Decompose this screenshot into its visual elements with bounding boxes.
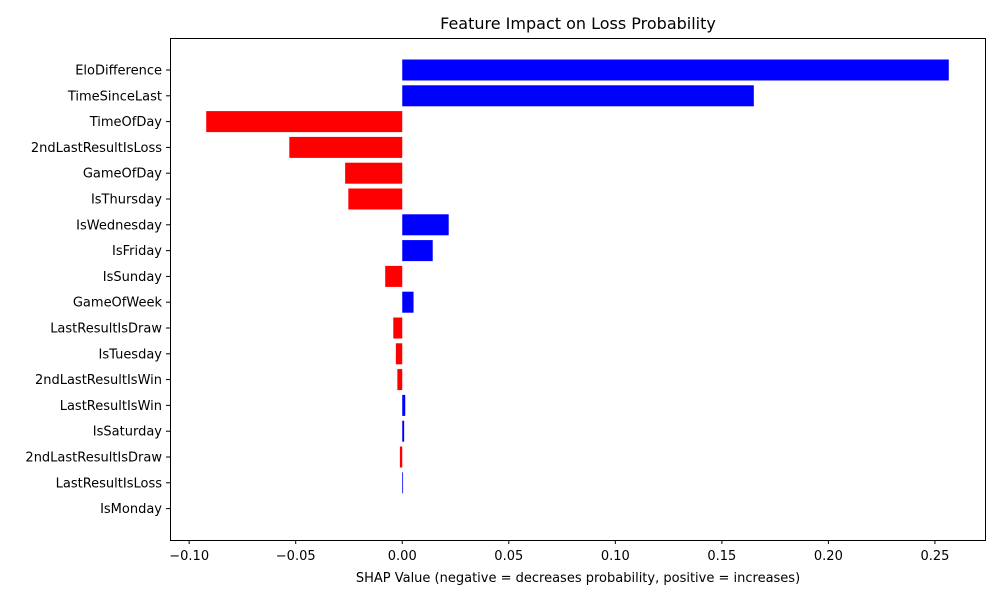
y-tick-label: LastResultIsWin [60,399,162,414]
bar-IsThursday [348,188,403,210]
y-tick-label: IsMonday [100,502,162,517]
bar-TimeSinceLast [402,85,754,107]
y-tick-label: IsWednesday [76,218,162,233]
bar-2ndLastResultIsLoss [289,136,403,158]
y-tick-label: 2ndLastResultIsWin [35,373,162,388]
y-tick-label: EloDifference [75,64,162,79]
bar-GameOfDay [345,162,403,184]
bar-LastResultIsDraw [393,317,403,339]
y-axis-ticks: EloDifference TimeSinceLast TimeOfDay 2ndLa… [25,64,170,517]
y-tick-label: GameOfWeek [73,296,163,311]
y-tick-label: IsSaturday [93,425,162,440]
x-axis-ticks: −0.10 −0.05 0.00 0.05 0.10 0.15 0.20 0.25 [169,540,949,564]
y-tick-label: 2ndLastResultIsLoss [31,141,162,156]
y-tick-label: LastResultIsLoss [56,476,163,491]
x-tick-label: 0.15 [707,549,736,564]
y-tick-label: 2ndLastResultIsDraw [25,451,162,466]
bar-IsSaturday [402,420,405,442]
bar-IsFriday [402,240,433,262]
y-tick-label: IsThursday [91,193,162,208]
y-tick-label: GameOfDay [83,167,162,182]
x-tick-label: 0.10 [601,549,630,564]
bar-GameOfWeek [402,291,414,313]
x-axis-label: SHAP Value (negative = decreases probabi… [356,571,800,586]
plot-frame [170,38,986,541]
bar-2ndLastResultIsWin [397,369,403,391]
x-tick-label: −0.05 [276,549,316,564]
x-tick-label: 0.25 [920,549,949,564]
y-tick-label: TimeOfDay [89,115,163,130]
bar-IsWednesday [402,214,449,236]
x-tick-label: 0.05 [494,549,523,564]
x-tick-label: −0.10 [169,549,209,564]
bar-IsSunday [385,265,403,287]
bar-2ndLastResultIsDraw [399,446,403,468]
y-tick-label: IsFriday [112,244,162,259]
y-tick-label: TimeSinceLast [67,89,162,104]
bar-IsTuesday [395,343,403,365]
x-tick-label: 0.20 [814,549,843,564]
y-tick-label: IsTuesday [99,347,163,362]
bar-LastResultIsWin [402,394,406,416]
bars-group [206,59,949,494]
chart-title: Feature Impact on Loss Probability [440,14,716,33]
bar-TimeOfDay [206,111,403,133]
y-tick-label: LastResultIsDraw [50,322,162,337]
bar-LastResultIsLoss [402,472,404,494]
bar-EloDifference [402,59,949,81]
y-tick-label: IsSunday [103,270,163,285]
x-tick-label: 0.00 [388,549,417,564]
